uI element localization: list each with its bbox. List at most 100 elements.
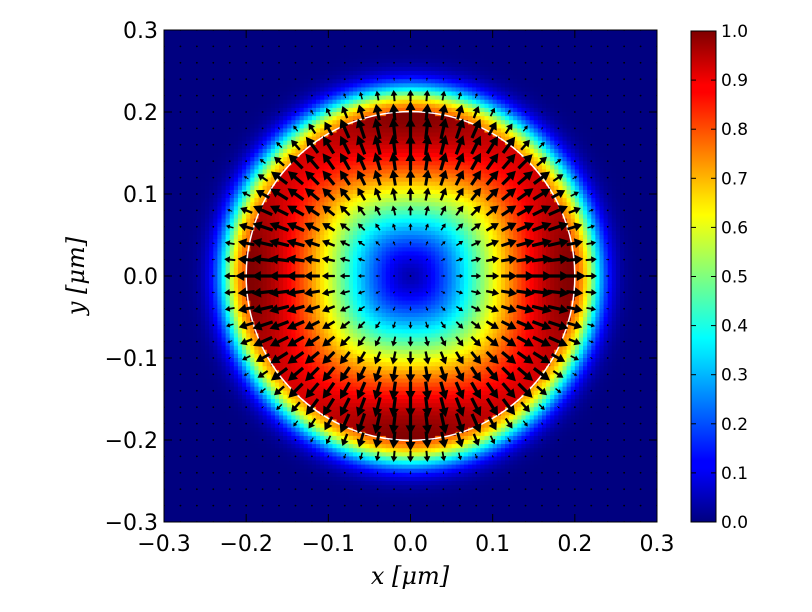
heatmap-cell [229, 230, 235, 236]
heatmap-cell [324, 194, 329, 199]
heatmap-cell [209, 259, 214, 265]
heatmap-cell [209, 394, 214, 400]
heatmap-cell [320, 296, 325, 302]
heatmap-cell [192, 427, 198, 433]
heatmap-cell [217, 173, 223, 179]
heatmap-cell [217, 177, 223, 183]
heatmap-cell [295, 312, 301, 318]
heatmap-cell [205, 366, 210, 371]
heatmap-cell [176, 181, 182, 187]
heatmap-cell [279, 243, 284, 248]
heatmap-cell [237, 206, 243, 211]
heatmap-cell [283, 468, 288, 474]
heatmap-cell [303, 218, 309, 224]
heatmap-cell [237, 349, 243, 355]
heatmap-cell [307, 497, 313, 503]
heatmap-cell [172, 153, 177, 158]
heatmap-cell [233, 267, 239, 273]
heatmap-cell [233, 460, 239, 466]
heatmap-cell [311, 460, 317, 466]
heatmap-cell [316, 280, 321, 285]
heatmap-cell [196, 435, 202, 441]
heatmap-cell [250, 464, 255, 470]
heatmap-cell [254, 517, 260, 522]
heatmap-cell [180, 99, 186, 105]
heatmap-cell [164, 493, 169, 498]
heatmap-cell [316, 194, 321, 199]
heatmap-cell [258, 296, 264, 302]
heatmap-cell [164, 46, 169, 52]
heatmap-cell [254, 427, 260, 433]
heatmap-cell [205, 243, 210, 248]
heatmap-cell [299, 505, 305, 511]
heatmap-cell [258, 30, 264, 35]
heatmap-cell [237, 509, 243, 515]
heatmap-cell [164, 181, 169, 187]
heatmap-cell [328, 54, 334, 60]
heatmap-cell [274, 321, 280, 326]
heatmap-cell [168, 407, 173, 412]
heatmap-cell [262, 501, 268, 507]
heatmap-cell [188, 329, 194, 334]
heatmap-cell [250, 144, 255, 150]
heatmap-cell [229, 181, 235, 187]
heatmap-cell [303, 431, 309, 437]
heatmap-cell [172, 333, 177, 339]
heatmap-cell [307, 464, 313, 470]
heatmap-cell [250, 481, 255, 486]
heatmap-cell [180, 276, 186, 281]
heatmap-cell [196, 386, 202, 392]
heatmap-cell [192, 140, 198, 146]
heatmap-cell [209, 66, 214, 72]
heatmap-cell [274, 415, 280, 421]
heatmap-cell [184, 194, 190, 199]
heatmap-cell [274, 185, 280, 191]
heatmap-cell [213, 345, 219, 351]
heatmap-cell [283, 456, 288, 462]
heatmap-cell [225, 148, 231, 154]
heatmap-cell [172, 124, 177, 129]
heatmap-cell [200, 198, 206, 203]
heatmap-cell [184, 460, 190, 466]
heatmap-cell [221, 481, 227, 486]
heatmap-cell [262, 87, 268, 93]
heatmap-cell [266, 267, 272, 273]
heatmap-cell [225, 325, 231, 330]
heatmap-cell [200, 66, 206, 72]
heatmap-cell [213, 423, 219, 429]
heatmap-cell [168, 353, 173, 359]
heatmap-cell [307, 501, 313, 507]
heatmap-cell [246, 263, 251, 269]
heatmap-cell [283, 493, 288, 498]
heatmap-cell [176, 255, 182, 261]
heatmap-cell [192, 226, 198, 232]
heatmap-cell [176, 362, 182, 367]
heatmap-cell [237, 435, 243, 441]
heatmap-cell [180, 300, 186, 306]
heatmap-cell [320, 259, 325, 265]
heatmap-cell [328, 292, 334, 298]
heatmap-cell [172, 464, 177, 470]
heatmap-cell [320, 87, 325, 93]
heatmap-cell [237, 128, 243, 134]
heatmap-cell [295, 358, 301, 363]
heatmap-cell [258, 185, 264, 191]
heatmap-cell [176, 222, 182, 228]
heatmap-cell [164, 419, 169, 425]
heatmap-cell [316, 62, 321, 68]
heatmap-cell [303, 358, 309, 363]
heatmap-cell [295, 513, 301, 519]
heatmap-cell [316, 431, 321, 437]
heatmap-cell [221, 185, 227, 191]
heatmap-cell [176, 296, 182, 302]
heatmap-cell [250, 460, 255, 466]
heatmap-cell [188, 493, 194, 498]
heatmap-cell [258, 226, 264, 232]
heatmap-cell [311, 99, 317, 105]
heatmap-cell [279, 505, 284, 511]
heatmap-cell [164, 333, 169, 339]
heatmap-cell [279, 124, 284, 129]
heatmap-cell [311, 481, 317, 486]
heatmap-cell [311, 399, 317, 404]
heatmap-cell [307, 448, 313, 453]
